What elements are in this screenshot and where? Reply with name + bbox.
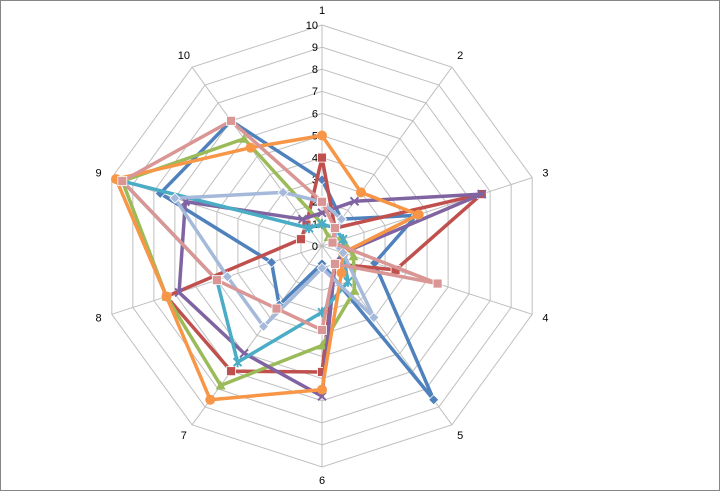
marker bbox=[317, 218, 327, 229]
marker bbox=[336, 267, 347, 278]
marker bbox=[205, 394, 216, 405]
marker bbox=[343, 276, 353, 287]
marker bbox=[257, 320, 270, 333]
category-label: 7 bbox=[181, 430, 187, 442]
series bbox=[117, 115, 443, 335]
marker bbox=[174, 287, 184, 298]
marker bbox=[161, 291, 172, 302]
marker bbox=[226, 115, 236, 126]
marker bbox=[221, 271, 233, 283]
marker bbox=[348, 251, 359, 261]
marker bbox=[349, 285, 360, 295]
tick-label: 9 bbox=[312, 42, 318, 54]
category-label: 4 bbox=[542, 313, 548, 325]
category-label: 3 bbox=[542, 167, 548, 179]
marker bbox=[330, 223, 340, 234]
marker bbox=[271, 303, 282, 314]
category-label: 9 bbox=[95, 167, 101, 179]
marker bbox=[338, 234, 348, 245]
marker bbox=[317, 384, 327, 395]
marker bbox=[296, 234, 306, 245]
spoke bbox=[191, 245, 323, 426]
category-label: 10 bbox=[178, 50, 190, 62]
category-label: 1 bbox=[319, 5, 325, 17]
tick-label: 4 bbox=[312, 153, 318, 165]
marker bbox=[169, 192, 181, 204]
marker bbox=[117, 176, 128, 187]
tick-label: 10 bbox=[306, 20, 318, 32]
tick-label: 8 bbox=[312, 64, 318, 76]
tick-label: 2 bbox=[312, 197, 318, 209]
marker bbox=[432, 278, 443, 289]
category-label: 8 bbox=[95, 313, 101, 325]
marker bbox=[317, 196, 327, 207]
marker bbox=[317, 130, 327, 141]
marker bbox=[335, 213, 348, 225]
marker bbox=[317, 325, 327, 335]
category-label: 2 bbox=[457, 50, 463, 62]
marker bbox=[317, 152, 327, 163]
marker bbox=[337, 247, 349, 259]
marker bbox=[239, 133, 250, 143]
marker bbox=[317, 340, 327, 350]
marker bbox=[413, 209, 424, 220]
category-label: 5 bbox=[457, 430, 463, 442]
marker bbox=[349, 196, 360, 207]
marker bbox=[355, 187, 366, 198]
marker bbox=[232, 357, 243, 368]
marker bbox=[327, 237, 338, 248]
marker bbox=[368, 311, 380, 324]
tick-label: 6 bbox=[312, 108, 318, 120]
marker bbox=[215, 380, 226, 390]
marker bbox=[212, 275, 222, 286]
marker bbox=[330, 258, 340, 269]
spoke bbox=[321, 177, 533, 247]
category-label: 6 bbox=[319, 475, 325, 487]
marker bbox=[428, 394, 440, 406]
marker bbox=[245, 142, 256, 153]
marker bbox=[477, 189, 487, 199]
marker bbox=[316, 262, 328, 274]
marker bbox=[277, 186, 289, 198]
marker bbox=[265, 256, 278, 268]
marker bbox=[297, 214, 308, 224]
tick-label: 0 bbox=[312, 241, 318, 253]
tick-label: 7 bbox=[312, 86, 318, 98]
marker bbox=[304, 223, 314, 234]
marker bbox=[226, 366, 236, 377]
